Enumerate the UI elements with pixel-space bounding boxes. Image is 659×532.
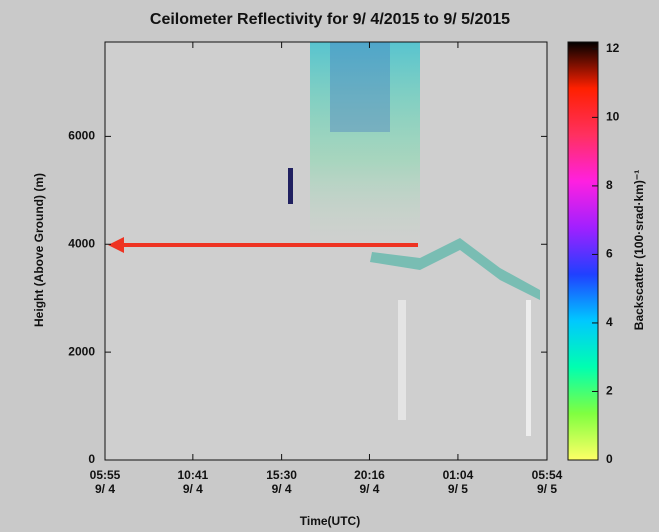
rain-streak	[526, 300, 531, 436]
colorbar	[567, 41, 599, 461]
cloud-layer	[310, 42, 420, 242]
y-tick-label: 2000	[68, 344, 95, 358]
colorbar-tick-label: 0	[606, 452, 613, 466]
x-tick-label: 10:41 9/ 4	[178, 468, 209, 496]
plot-frame	[104, 41, 548, 461]
cloud-patch	[370, 238, 540, 300]
cloud-core	[330, 42, 390, 132]
y-tick-label: 0	[88, 452, 95, 466]
y-tick-label: 6000	[68, 129, 95, 143]
y-axis-label: Height (Above Ground) (m)	[32, 173, 46, 327]
colorbar-tick-label: 2	[606, 384, 613, 398]
rain-streak	[398, 300, 406, 420]
colorbar-label: Backscatter (100·srad·km)⁻¹	[632, 170, 646, 330]
y-tick-label: 4000	[68, 236, 95, 250]
x-tick-label: 15:30 9/ 4	[266, 468, 297, 496]
cloud-patch	[288, 168, 293, 204]
annotation-arrowhead	[108, 237, 124, 253]
colorbar-tick-label: 8	[606, 178, 613, 192]
x-tick-label: 01:04 9/ 5	[443, 468, 474, 496]
x-tick-label: 05:55 9/ 4	[90, 468, 121, 496]
chart-title: Ceilometer Reflectivity for 9/ 4/2015 to…	[150, 11, 510, 28]
plot-area	[104, 41, 548, 461]
colorbar-tick-label: 10	[606, 110, 620, 124]
x-tick-label: 20:16 9/ 4	[354, 468, 385, 496]
x-tick-label: 05:54 9/ 5	[532, 468, 563, 496]
colorbar-tick-label: 4	[606, 315, 613, 329]
colorbar-tick-label: 6	[606, 247, 613, 261]
colorbar-tick-label: 12	[606, 41, 620, 55]
x-axis-label: Time(UTC)	[300, 514, 360, 528]
